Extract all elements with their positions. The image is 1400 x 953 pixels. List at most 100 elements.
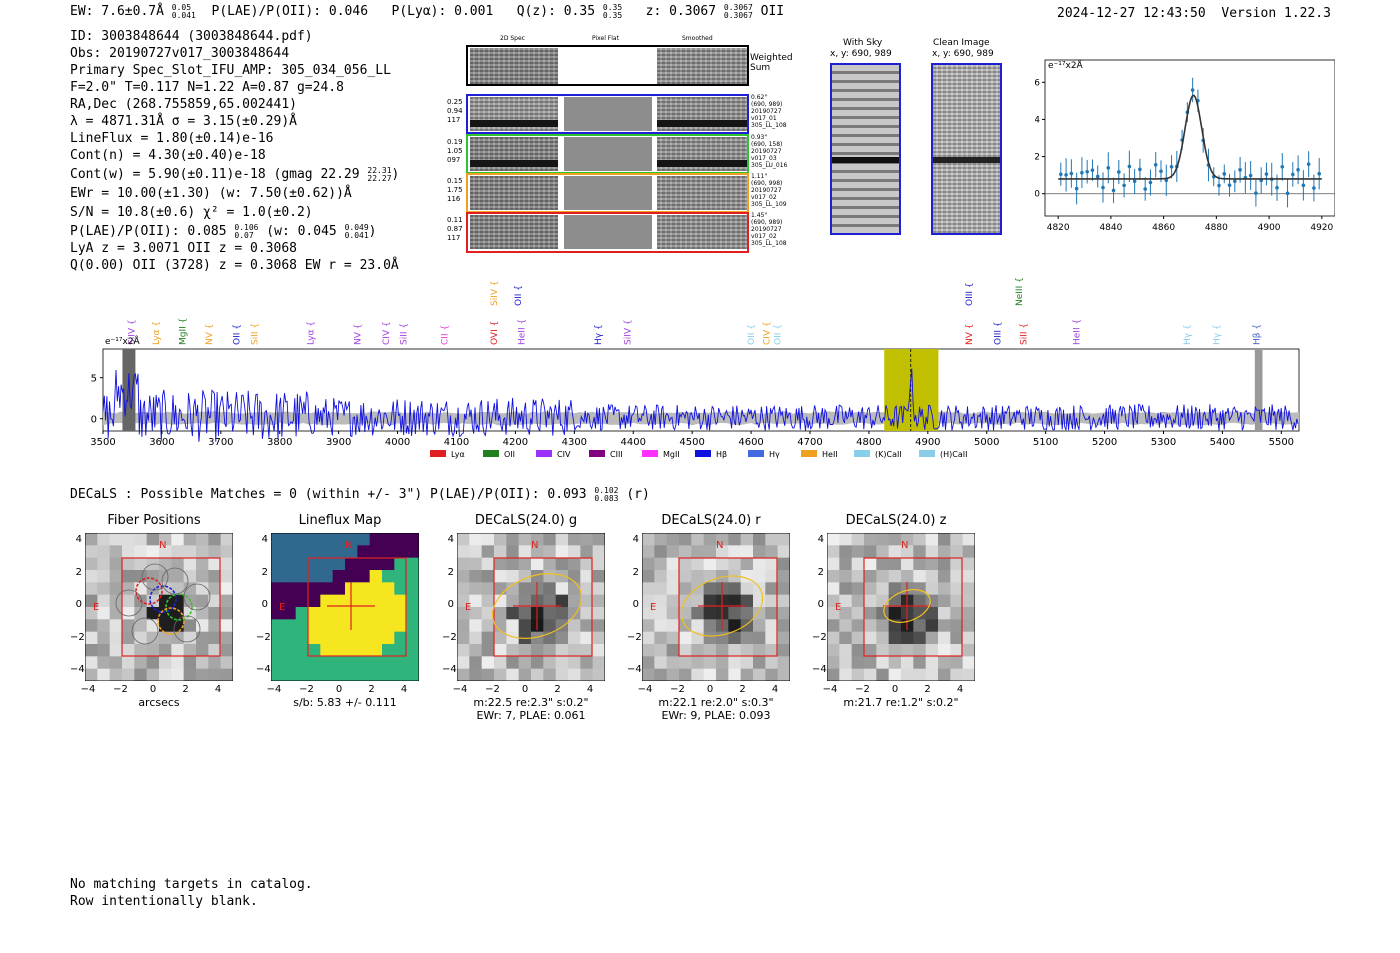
- zoom-data-point: [1238, 168, 1242, 172]
- spectral-line-label: SiIV {: [623, 319, 633, 345]
- info-lambda: λ = 4871.31Å σ = 3.15(±0.29)Å: [70, 114, 297, 129]
- col-label-2dspec: 2D Spec: [500, 35, 525, 42]
- thumbnail-image: NE: [85, 533, 233, 681]
- thumbnail-caption: s/b: 5.83 +/- 0.111: [293, 696, 397, 709]
- legend-label: OII: [504, 450, 515, 459]
- spectrum-ytick: 5: [91, 374, 97, 385]
- qz-bounds: 0.35 0.35: [602, 2, 623, 20]
- spectral-line-label: SiIV {: [127, 319, 137, 345]
- svg-text:E: E: [650, 602, 656, 613]
- zoom-data-point: [1101, 185, 1105, 190]
- thumbnail-xtick: 4: [956, 684, 964, 695]
- thumbnail-caption: m:21.7 re:1.2" s:0.2": [843, 696, 959, 709]
- legend-swatch: [695, 450, 711, 457]
- zoom-data-point: [1138, 167, 1142, 172]
- thumbnail-caption: m:22.5 re:2.3" s:0.2": [473, 696, 589, 709]
- spectrum-xtick: 3500: [90, 437, 115, 448]
- zoom-unit-label: e⁻¹⁷x2Å: [1048, 61, 1083, 71]
- cutout-right-info: 1.45" (690, 989) 20190727 v017_02 305_LL_108: [751, 212, 787, 247]
- zoom-data-point: [1296, 168, 1300, 172]
- thumbnail-xtick: 0: [521, 684, 529, 695]
- spectrum-xtick: 4800: [856, 437, 881, 448]
- zoom-data-point: [1301, 183, 1306, 188]
- spectrum-xtick: 5500: [1269, 437, 1294, 448]
- spectrum-xtick: 4000: [385, 437, 410, 448]
- svg-text:N: N: [159, 540, 166, 551]
- zoom-data-point: [1127, 164, 1132, 169]
- info-lineflux: LineFlux = 1.80(±0.14)e-16: [70, 131, 274, 146]
- cutout-left-values: 0.25 0.94 117: [447, 98, 463, 124]
- cutout-pixelflat: [564, 97, 652, 131]
- zoom-data-point: [1132, 179, 1137, 184]
- thumbnail-ytick: 0: [261, 599, 268, 610]
- info-id: ID: 3003848644 (3003848644.pdf): [70, 29, 313, 44]
- cutout-row-frame: [466, 94, 749, 134]
- cutout-smoothed: [657, 176, 747, 210]
- datetime: 2024-12-27 12:43:50: [1057, 6, 1206, 21]
- spectral-line-label: OII {: [514, 285, 524, 306]
- thumbnail-caption-2: EWr: 7, PLAE: 0.061: [476, 709, 586, 722]
- legend-label: (H)CaII: [940, 450, 967, 459]
- qz-value: Q(z): 0.35: [516, 4, 596, 19]
- legend-swatch: [430, 450, 446, 457]
- spectral-line-label: NV {: [965, 324, 975, 345]
- spectral-line-label: OIII {: [993, 321, 1003, 345]
- thumbnail-ytick: 4: [75, 534, 82, 545]
- z-value: z: 0.3067: [645, 4, 717, 19]
- spectrum-xtick: 4400: [621, 437, 646, 448]
- spectrum-xtick: 5400: [1210, 437, 1235, 448]
- zoom-data-point: [1285, 191, 1290, 196]
- spectrum-xtick: 4500: [679, 437, 704, 448]
- legend-label: HeII: [822, 450, 838, 459]
- thumbnail-ytick: 4: [632, 534, 639, 545]
- weighted-pixelflat: [558, 48, 656, 84]
- info-fiber: F=2.0" T=0.117 N=1.22 A=0.87 g=24.8: [70, 80, 344, 95]
- thumbnail-ytick: 2: [75, 566, 82, 578]
- thumbnail-ytick: −2: [442, 631, 457, 643]
- thumbnail-ytick: −4: [70, 664, 85, 675]
- zoom-xtick: 4880: [1205, 223, 1228, 230]
- spectral-line-label: HeII {: [1072, 319, 1082, 345]
- detected-line-region: [884, 349, 939, 431]
- zoom-xtick: 4860: [1152, 223, 1175, 230]
- zoom-data-point: [1312, 186, 1316, 190]
- cutout-dark-band: [470, 160, 558, 167]
- plya-value: P(Lyα): 0.001: [391, 4, 494, 19]
- col-label-smoothed: Smoothed: [682, 35, 713, 42]
- spectral-line-label: CIV {: [382, 321, 392, 345]
- thumbnail-xtick: −2: [485, 684, 500, 695]
- spectral-line-label: NV {: [205, 324, 215, 345]
- zoom-ytick: 4: [1035, 115, 1040, 125]
- col-label-pixelflat: Pixel Flat: [592, 35, 619, 42]
- cutout-left-values: 0.15 1.75 116: [447, 177, 463, 203]
- thumbnail-image: NE: [457, 533, 605, 681]
- zoom-data-point: [1217, 183, 1221, 188]
- ew-value: EW: 7.6±0.7Å: [70, 4, 164, 19]
- zoom-data-point: [1153, 163, 1158, 167]
- zoom-xtick: 4920: [1310, 223, 1333, 230]
- weighted-sum-frame: [466, 45, 749, 86]
- legend-swatch: [919, 450, 935, 457]
- clean-image-title: Clean Image: [933, 38, 990, 48]
- zoom-data-point: [1122, 183, 1126, 188]
- spectral-line-label: Hγ {: [1183, 324, 1193, 345]
- zoom-data-point: [1059, 172, 1063, 177]
- spectral-line-label: OII {: [747, 324, 757, 345]
- legend-swatch: [801, 450, 817, 457]
- thumbnail-caption: arcsecs: [138, 696, 180, 709]
- legend-label: Hγ: [769, 450, 780, 459]
- with-sky-title: With Sky: [843, 38, 883, 48]
- cutout-right-info: 0.62" (690, 989) 20190727 v017_01 305_LL_108: [751, 94, 787, 129]
- thumbnail-xtick: 4: [771, 684, 779, 695]
- thumbnail-xtick: −2: [113, 684, 128, 695]
- thumbnail-ytick: −4: [812, 664, 827, 675]
- spectral-line-label: NV {: [354, 324, 364, 345]
- zoom-data-point: [1227, 183, 1232, 188]
- weighted-2dspec: [470, 48, 558, 84]
- thumbnail-caption: m:22.1 re:2.0" s:0.3": [658, 696, 774, 709]
- thumbnail-caption-2: EWr: 9, PLAE: 0.093: [661, 709, 771, 722]
- z-line: OII: [760, 4, 785, 19]
- timestamp-version: 2024-12-27 12:43:50 Version 1.22.3: [1057, 5, 1331, 22]
- spectrum-xtick: 4600: [738, 437, 763, 448]
- spectrum-xtick: 3900: [326, 437, 351, 448]
